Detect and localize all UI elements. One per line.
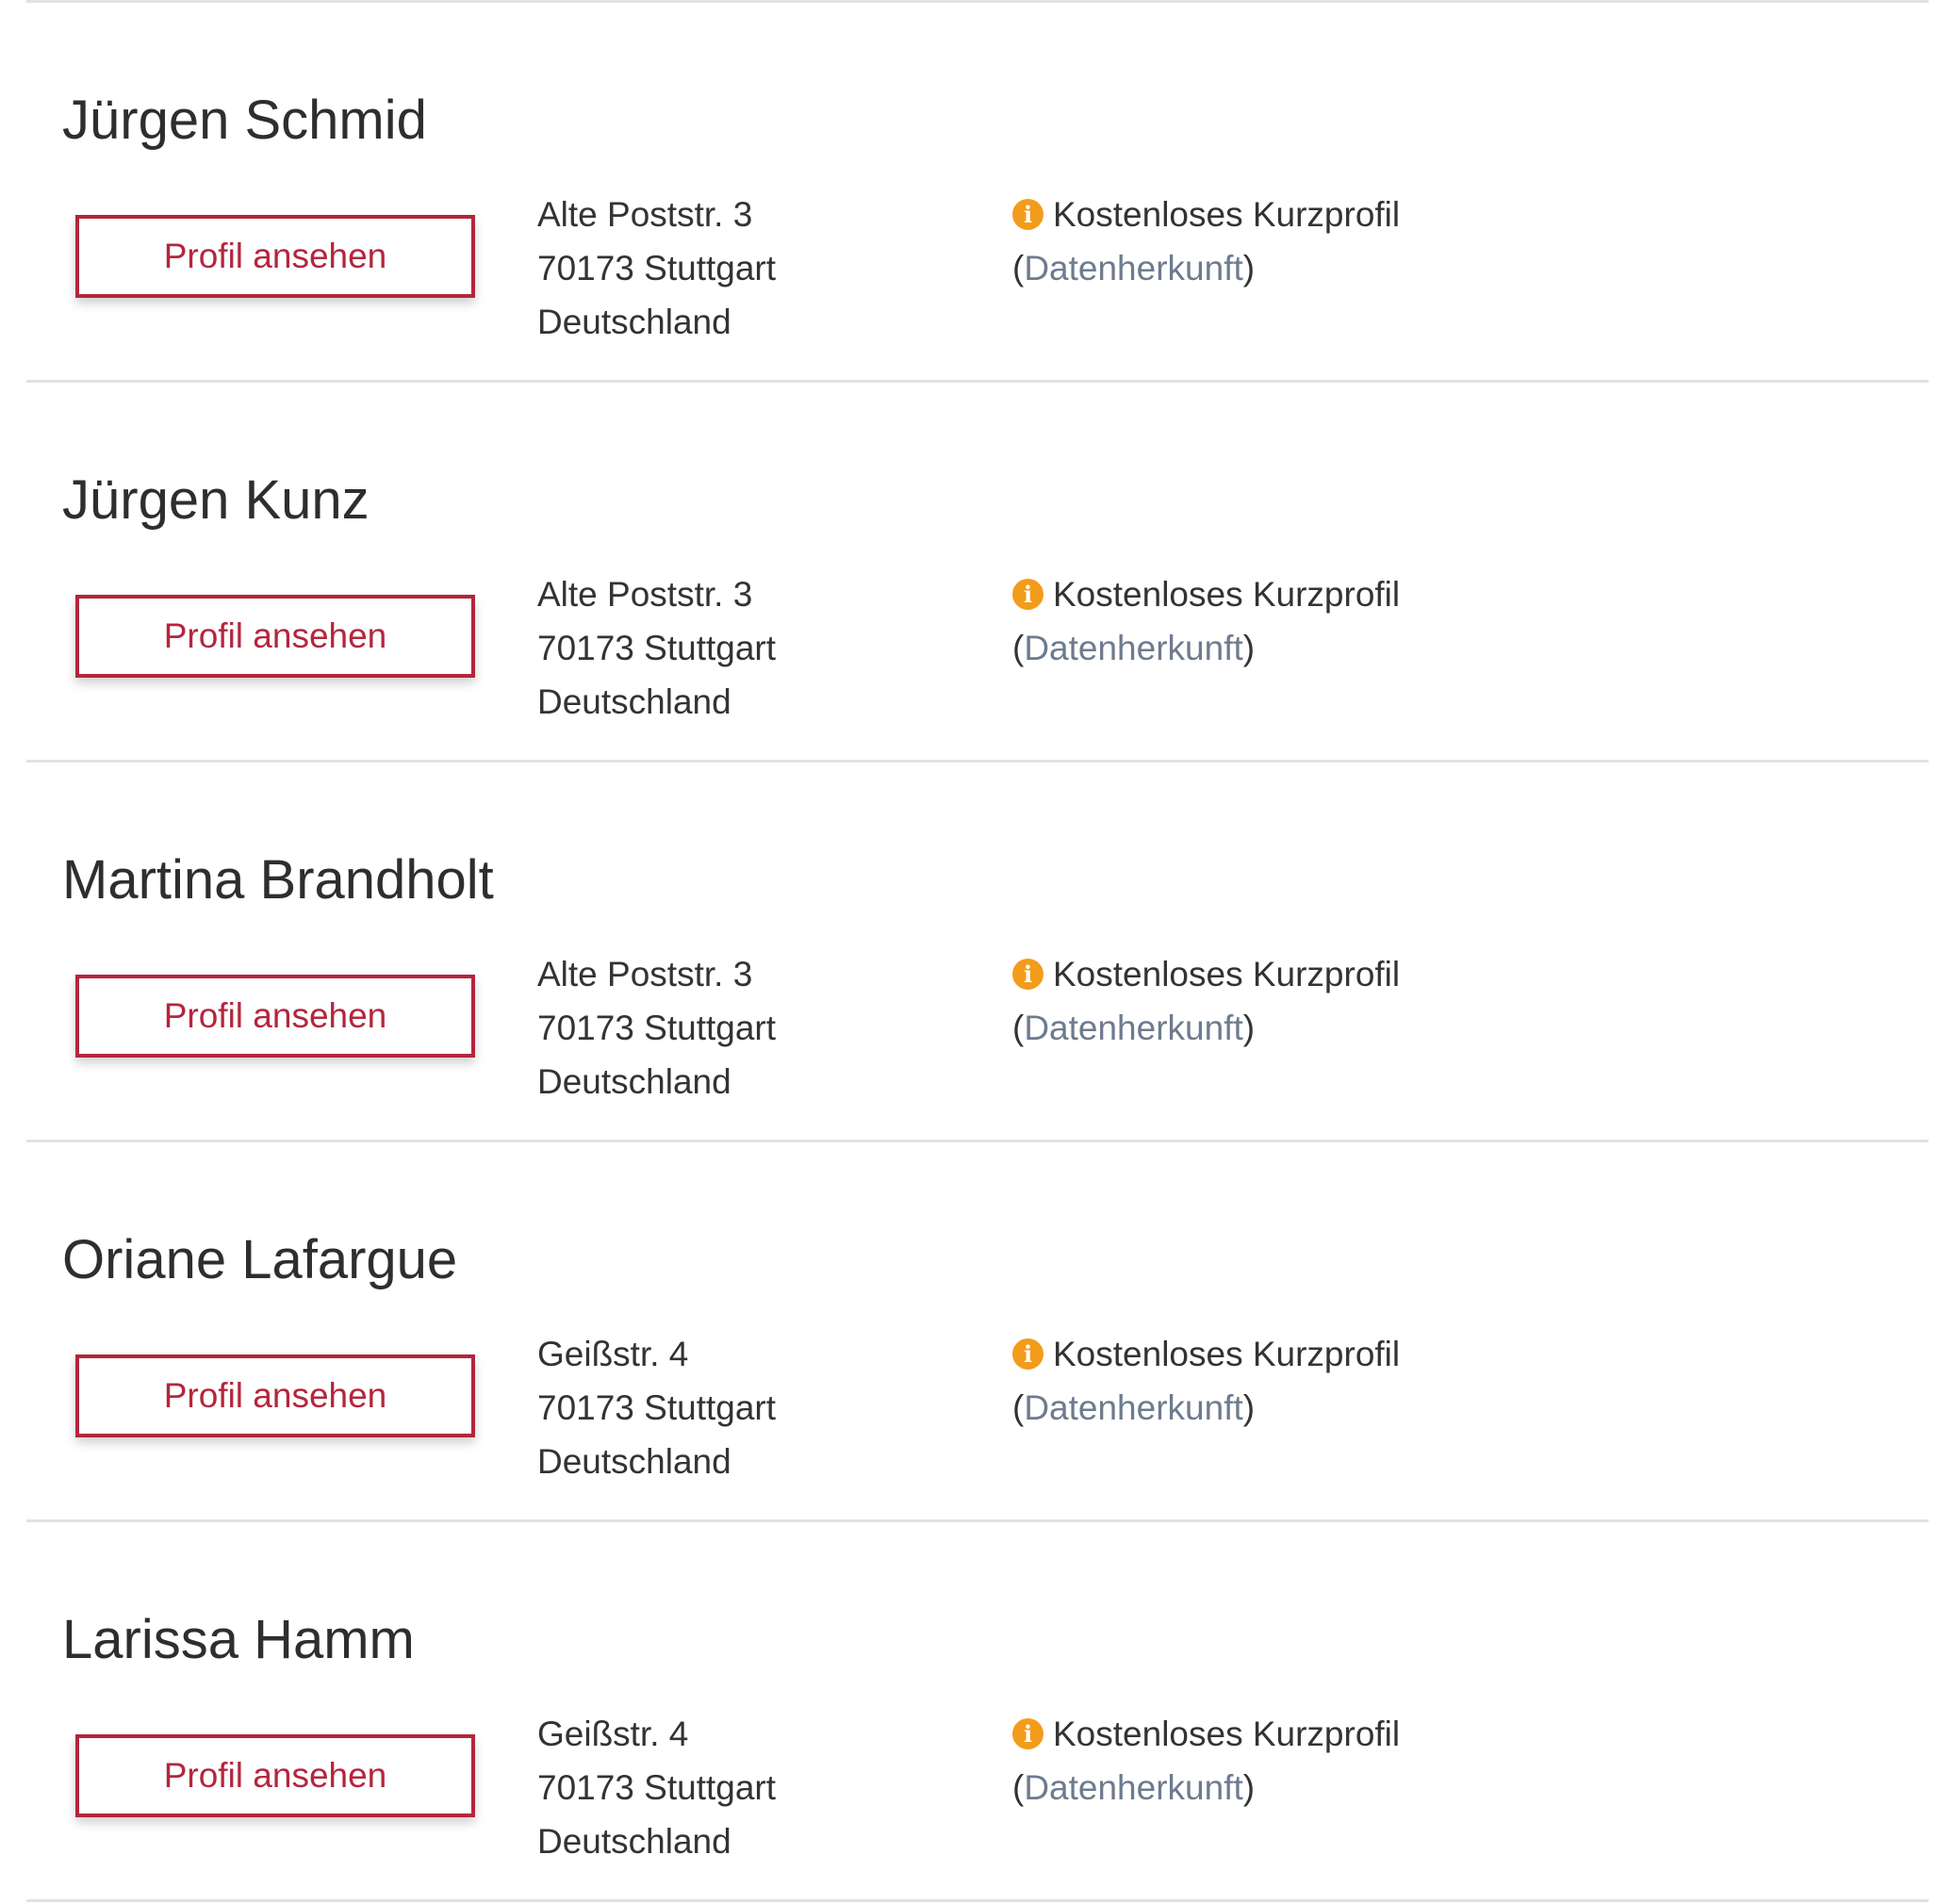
data-source-link[interactable]: Datenherkunft bbox=[1024, 249, 1243, 287]
address-city: 70173 Stuttgart bbox=[537, 249, 777, 287]
address-country: Deutschland bbox=[537, 1442, 731, 1481]
address-country: Deutschland bbox=[537, 1062, 731, 1101]
view-profile-button[interactable]: Profil ansehen bbox=[75, 215, 475, 298]
view-profile-button[interactable]: Profil ansehen bbox=[75, 1354, 475, 1437]
view-profile-button[interactable]: Profil ansehen bbox=[75, 975, 475, 1058]
person-list: Jürgen Schmid Profil ansehen Alte Postst… bbox=[26, 0, 1929, 1902]
view-profile-button[interactable]: Profil ansehen bbox=[75, 1734, 475, 1817]
data-source-link[interactable]: Datenherkunft bbox=[1024, 1768, 1243, 1807]
profile-type-label: Kostenloses Kurzprofil bbox=[1053, 575, 1401, 614]
profile-info: i Kostenloses Kurzprofil (Datenherkunft) bbox=[1012, 1327, 1400, 1435]
divider bbox=[26, 1519, 1929, 1522]
address-country: Deutschland bbox=[537, 682, 731, 721]
profile-type-label: Kostenloses Kurzprofil bbox=[1053, 195, 1401, 234]
divider bbox=[26, 1140, 1929, 1142]
person-name: Jürgen Kunz bbox=[62, 469, 370, 531]
address: Geißstr. 4 70173 Stuttgart Deutschland bbox=[537, 1707, 776, 1868]
address-city: 70173 Stuttgart bbox=[537, 1388, 777, 1427]
info-icon: i bbox=[1012, 959, 1043, 990]
address-city: 70173 Stuttgart bbox=[537, 629, 777, 667]
info-icon: i bbox=[1012, 199, 1043, 230]
profile-type-label: Kostenloses Kurzprofil bbox=[1053, 1715, 1401, 1753]
data-source-link[interactable]: Datenherkunft bbox=[1024, 629, 1243, 667]
person-name: Oriane Lafargue bbox=[62, 1229, 458, 1290]
profile-type-label: Kostenloses Kurzprofil bbox=[1053, 955, 1401, 993]
profile-info: i Kostenloses Kurzprofil (Datenherkunft) bbox=[1012, 947, 1400, 1055]
address-street: Geißstr. 4 bbox=[537, 1335, 689, 1373]
info-icon: i bbox=[1012, 1718, 1043, 1749]
divider bbox=[26, 1899, 1929, 1902]
divider bbox=[26, 380, 1929, 383]
address: Alte Poststr. 3 70173 Stuttgart Deutschl… bbox=[537, 567, 776, 729]
data-source-link[interactable]: Datenherkunft bbox=[1024, 1388, 1243, 1427]
list-item: Jürgen Kunz Profil ansehen Alte Poststr.… bbox=[26, 383, 1929, 760]
profile-type-label: Kostenloses Kurzprofil bbox=[1053, 1335, 1401, 1373]
view-profile-button[interactable]: Profil ansehen bbox=[75, 595, 475, 678]
profile-info: i Kostenloses Kurzprofil (Datenherkunft) bbox=[1012, 567, 1400, 675]
person-name: Martina Brandholt bbox=[62, 849, 494, 911]
address-city: 70173 Stuttgart bbox=[537, 1009, 777, 1047]
divider bbox=[26, 0, 1929, 3]
info-icon: i bbox=[1012, 1338, 1043, 1370]
person-name: Larissa Hamm bbox=[62, 1609, 415, 1670]
address-street: Alte Poststr. 3 bbox=[537, 575, 753, 614]
address-street: Alte Poststr. 3 bbox=[537, 195, 753, 234]
info-icon: i bbox=[1012, 579, 1043, 610]
divider bbox=[26, 760, 1929, 763]
profile-info: i Kostenloses Kurzprofil (Datenherkunft) bbox=[1012, 188, 1400, 295]
address: Geißstr. 4 70173 Stuttgart Deutschland bbox=[537, 1327, 776, 1488]
list-item: Martina Brandholt Profil ansehen Alte Po… bbox=[26, 763, 1929, 1140]
list-item: Larissa Hamm Profil ansehen Geißstr. 4 7… bbox=[26, 1522, 1929, 1899]
person-name: Jürgen Schmid bbox=[62, 90, 427, 151]
data-source-link[interactable]: Datenherkunft bbox=[1024, 1009, 1243, 1047]
address-country: Deutschland bbox=[537, 1822, 731, 1861]
address-city: 70173 Stuttgart bbox=[537, 1768, 777, 1807]
address-street: Geißstr. 4 bbox=[537, 1715, 689, 1753]
address-country: Deutschland bbox=[537, 303, 731, 341]
address: Alte Poststr. 3 70173 Stuttgart Deutschl… bbox=[537, 188, 776, 349]
list-item: Oriane Lafargue Profil ansehen Geißstr. … bbox=[26, 1142, 1929, 1519]
list-item: Jürgen Schmid Profil ansehen Alte Postst… bbox=[26, 3, 1929, 380]
profile-info: i Kostenloses Kurzprofil (Datenherkunft) bbox=[1012, 1707, 1400, 1814]
address: Alte Poststr. 3 70173 Stuttgart Deutschl… bbox=[537, 947, 776, 1108]
address-street: Alte Poststr. 3 bbox=[537, 955, 753, 993]
